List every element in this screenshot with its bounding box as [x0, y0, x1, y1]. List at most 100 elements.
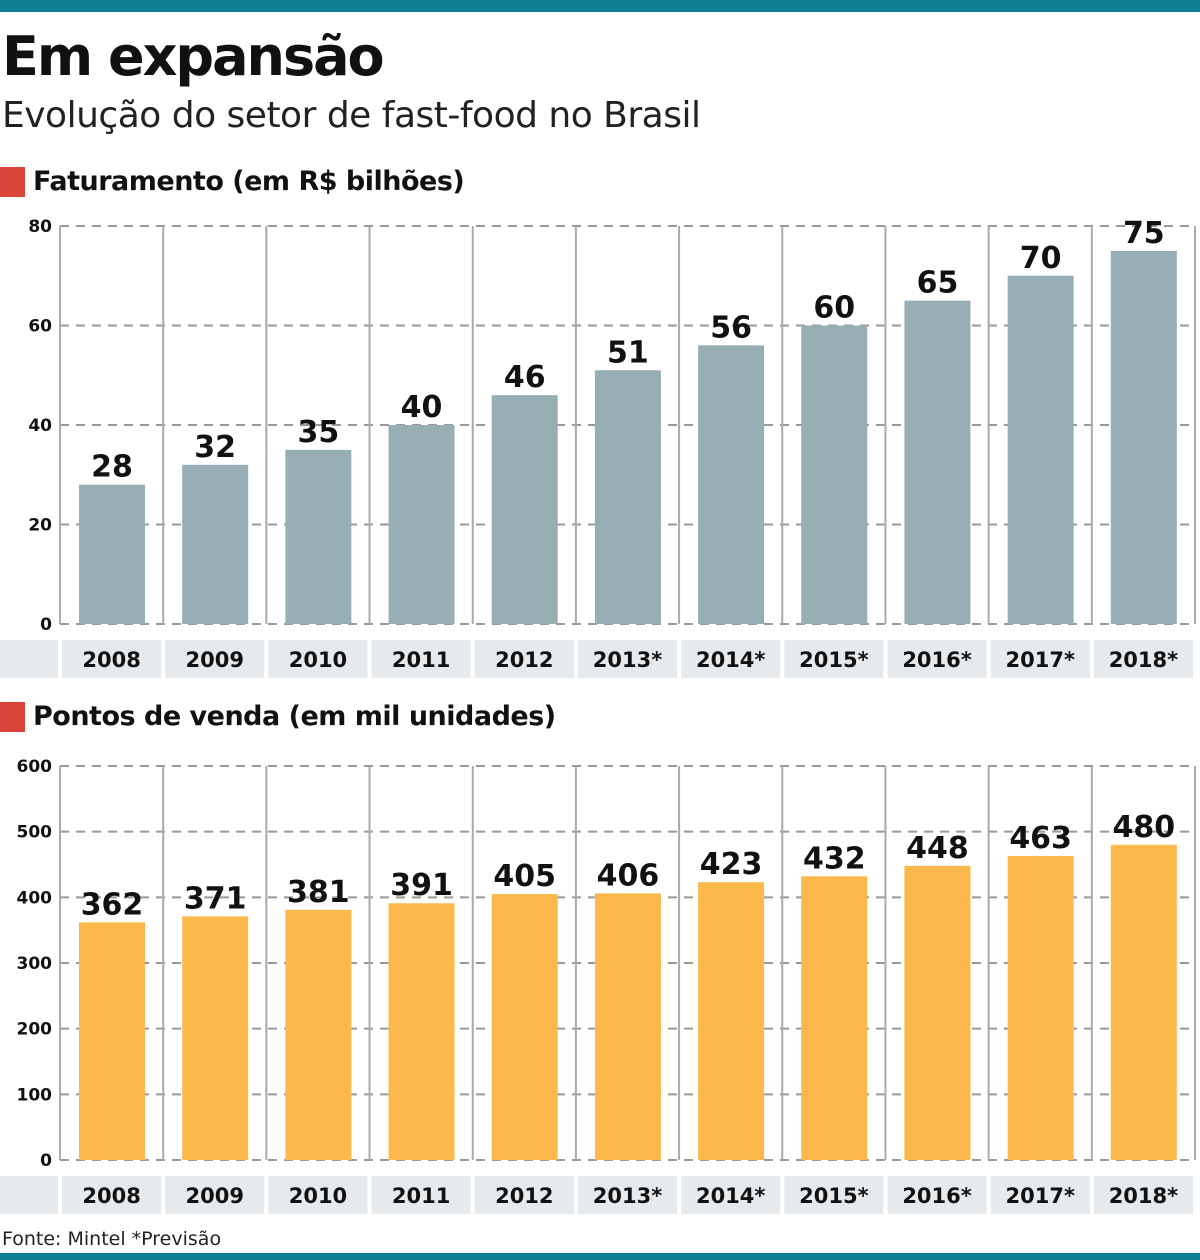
category-band	[990, 1176, 1090, 1214]
x-tick-label: 2018*	[1109, 648, 1178, 672]
data-label: 391	[390, 868, 453, 903]
x-tick-label: 2017*	[1006, 648, 1075, 672]
y-tick-label: 40	[28, 416, 52, 436]
y-tick-label: 200	[17, 1020, 53, 1040]
bar	[698, 882, 765, 1160]
x-tick-label: 2008	[82, 1184, 140, 1208]
data-label: 70	[1020, 241, 1062, 276]
section-header-outlets: Pontos de venda (em mil unidades)	[0, 701, 556, 732]
category-band	[784, 1176, 884, 1214]
x-tick-label: 2015*	[799, 1184, 868, 1208]
data-label: 32	[194, 430, 236, 465]
category-band	[0, 1176, 58, 1214]
data-label: 56	[710, 310, 752, 345]
category-band	[62, 1176, 162, 1214]
category-band	[887, 1176, 987, 1214]
bar	[79, 484, 145, 624]
data-label: 75	[1123, 216, 1165, 251]
x-tick-label: 2014*	[696, 648, 765, 672]
category-band	[681, 640, 781, 678]
data-label: 371	[184, 881, 247, 916]
data-label: 448	[906, 831, 969, 866]
section-header-revenue: Faturamento (em R$ bilhões)	[0, 166, 465, 197]
bar	[1007, 855, 1074, 1160]
data-label: 65	[917, 266, 959, 301]
x-tick-label: 2008	[82, 648, 140, 672]
bar	[285, 909, 352, 1160]
bar	[1110, 250, 1177, 624]
data-label: 362	[81, 887, 144, 922]
x-tick-label: 2014*	[696, 1184, 765, 1208]
bar	[182, 916, 249, 1160]
category-band	[1093, 640, 1193, 678]
bar	[491, 894, 558, 1160]
data-label: 463	[1009, 821, 1072, 856]
category-band	[0, 640, 58, 678]
y-tick-label: 400	[17, 888, 53, 908]
category-band	[577, 1176, 678, 1214]
category-band	[371, 1176, 471, 1214]
x-tick-label: 2011	[392, 648, 450, 672]
x-tick-label: 2018*	[1109, 1184, 1178, 1208]
category-band	[474, 1176, 574, 1214]
page-title: Em expansão	[2, 25, 385, 88]
bar	[594, 893, 661, 1160]
bottom-accent-bar	[0, 1253, 1200, 1260]
category-band	[165, 640, 265, 678]
category-band	[62, 640, 162, 678]
y-tick-label: 500	[17, 823, 53, 843]
data-label: 51	[607, 335, 649, 370]
category-band	[268, 1176, 368, 1214]
data-label: 381	[287, 875, 350, 910]
x-tick-label: 2011	[392, 1184, 450, 1208]
section-marker-icon	[0, 701, 25, 732]
bar	[594, 370, 661, 624]
top-accent-bar	[0, 0, 1200, 12]
x-tick-label: 2015*	[799, 648, 868, 672]
y-tick-label: 100	[17, 1085, 53, 1105]
source-note: Fonte: Mintel *Previsão	[2, 1228, 222, 1250]
bar	[1110, 844, 1177, 1160]
revenue-chart: 2008 2009 2010 2011 2012 2013* 2014* 2015* 2016*…	[0, 216, 1196, 678]
category-band	[474, 640, 574, 678]
y-tick-label: 600	[17, 757, 53, 777]
bar	[801, 325, 868, 624]
category-band	[1093, 1176, 1193, 1214]
x-tick-label: 2010	[289, 648, 347, 672]
data-label: 406	[597, 858, 660, 893]
data-label: 405	[493, 859, 556, 894]
y-tick-label: 300	[17, 954, 53, 974]
y-tick-label: 0	[40, 615, 52, 635]
x-tick-label: 2012	[495, 1184, 553, 1208]
page-subtitle: Evolução do setor de fast-food no Brasil	[2, 95, 701, 136]
y-tick-label: 20	[28, 516, 52, 536]
bar	[388, 903, 455, 1160]
category-band	[371, 640, 471, 678]
x-tick-label: 2009	[186, 1184, 244, 1208]
x-tick-label: 2010	[289, 1184, 347, 1208]
x-tick-label: 2013*	[593, 1184, 662, 1208]
category-band	[681, 1176, 781, 1214]
bar	[79, 922, 145, 1160]
bar	[491, 395, 558, 624]
bar	[1007, 275, 1074, 624]
category-band	[165, 1176, 265, 1214]
x-tick-label: 2013*	[593, 648, 662, 672]
x-tick-label: 2016*	[902, 648, 971, 672]
x-tick-label: 2016*	[902, 1184, 971, 1208]
bar	[904, 300, 971, 624]
x-tick-label: 2009	[186, 648, 244, 672]
y-tick-label: 0	[40, 1151, 52, 1171]
chart-title-outlets: Pontos de venda (em mil unidades)	[33, 701, 556, 732]
y-tick-label: 80	[28, 217, 52, 237]
category-band	[268, 640, 368, 678]
bar	[698, 345, 765, 624]
chart-title-revenue: Faturamento (em R$ bilhões)	[33, 166, 465, 197]
bar	[182, 464, 249, 624]
data-label: 60	[813, 291, 855, 326]
category-band	[887, 640, 987, 678]
data-label: 46	[504, 360, 546, 395]
data-label: 480	[1113, 810, 1176, 845]
data-label: 432	[803, 841, 866, 876]
data-label: 35	[297, 415, 339, 450]
